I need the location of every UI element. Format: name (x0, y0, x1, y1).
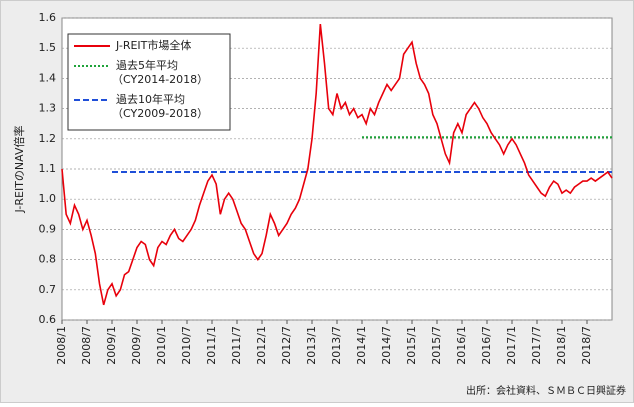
y-tick-label: 1.0 (39, 192, 57, 205)
source-note: 出所：会社資料、ＳＭＢＣ日興証券 (466, 384, 626, 397)
x-tick-label: 2008/7 (80, 326, 93, 365)
x-tick-label: 2012/1 (255, 326, 268, 365)
y-tick-label: 0.8 (39, 253, 57, 266)
legend-label: （CY2014-2018） (112, 73, 208, 86)
x-tick-label: 2011/7 (230, 326, 243, 365)
legend-label: （CY2009-2018） (112, 107, 208, 120)
x-tick-label: 2008/1 (55, 326, 68, 365)
x-tick-label: 2010/1 (155, 326, 168, 365)
y-tick-label: 0.6 (39, 313, 57, 326)
y-tick-label: 1.3 (39, 102, 57, 115)
x-tick-label: 2009/1 (105, 326, 118, 365)
y-tick-label: 1.2 (39, 132, 57, 145)
x-tick-label: 2010/7 (180, 326, 193, 365)
x-tick-label: 2015/1 (405, 326, 418, 365)
x-tick-label: 2016/7 (480, 326, 493, 365)
y-axis-label: J-REITのNAV倍率 (12, 126, 26, 214)
y-tick-label: 0.9 (39, 222, 57, 235)
x-tick-label: 2015/7 (430, 326, 443, 365)
x-tick-label: 2018/7 (580, 326, 593, 365)
x-tick-label: 2016/1 (455, 326, 468, 365)
x-tick-label: 2013/1 (305, 326, 318, 365)
y-tick-label: 0.7 (39, 283, 57, 296)
x-tick-label: 2009/7 (130, 326, 143, 365)
x-tick-label: 2014/1 (355, 326, 368, 365)
x-tick-label: 2014/7 (380, 326, 393, 365)
y-tick-label: 1.4 (39, 71, 57, 84)
x-tick-label: 2017/7 (530, 326, 543, 365)
legend-label: 過去5年平均 (116, 58, 178, 72)
x-tick-label: 2011/1 (205, 326, 218, 365)
legend-box (67, 33, 231, 131)
x-tick-label: 2013/7 (330, 326, 343, 365)
y-tick-label: 1.6 (39, 11, 57, 24)
x-tick-label: 2012/7 (280, 326, 293, 365)
y-tick-label: 1.1 (39, 162, 57, 175)
legend-label: J-REIT市場全体 (115, 38, 191, 52)
legend-label: 過去10年平均 (116, 92, 185, 106)
y-tick-label: 1.5 (39, 41, 57, 54)
x-tick-label: 2018/1 (555, 326, 568, 365)
series-line (61, 23, 613, 306)
x-tick-label: 2017/1 (505, 326, 518, 365)
